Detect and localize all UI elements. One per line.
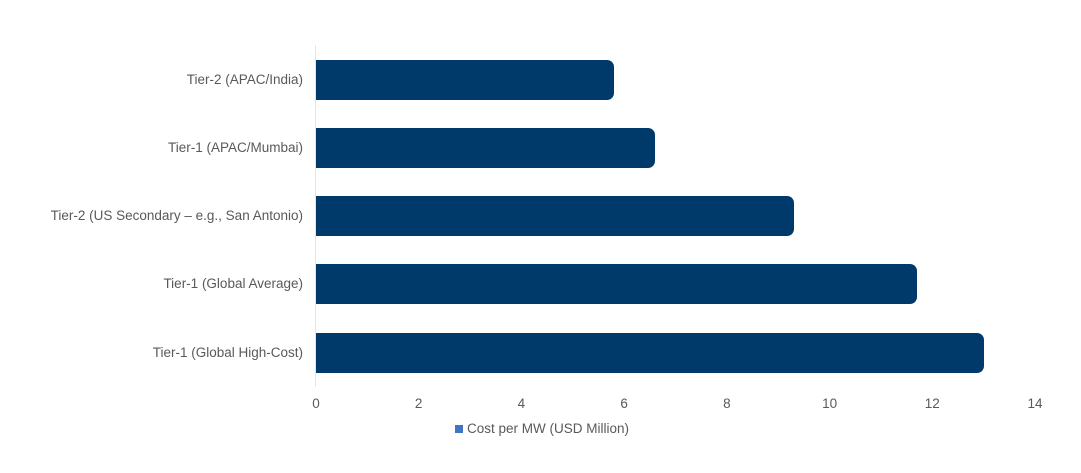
category-label: Tier-2 (APAC/India) xyxy=(186,72,303,87)
x-tick-label: 6 xyxy=(620,396,628,411)
legend: Cost per MW (USD Million) xyxy=(455,421,629,437)
x-tick-label: 10 xyxy=(822,396,838,411)
bar xyxy=(316,264,917,304)
bar xyxy=(316,128,655,168)
category-label: Tier-1 (Global Average) xyxy=(163,276,303,291)
legend-swatch xyxy=(455,425,463,433)
x-tick-label: 4 xyxy=(517,396,526,411)
category-label: Tier-1 (Global High-Cost) xyxy=(152,345,303,360)
category-label: Tier-1 (APAC/Mumbai) xyxy=(167,140,303,155)
x-tick-label: 2 xyxy=(414,396,423,411)
bar xyxy=(316,196,794,236)
y-axis-line xyxy=(315,45,316,387)
x-tick-label: 14 xyxy=(1027,396,1043,411)
bar xyxy=(316,333,984,373)
category-label: Tier-2 (US Secondary – e.g., San Antonio… xyxy=(50,208,303,223)
x-tick-label: 8 xyxy=(723,396,731,411)
x-tick-label: 12 xyxy=(924,396,940,411)
x-tick-label: 0 xyxy=(312,396,320,411)
legend-label: Cost per MW (USD Million) xyxy=(467,421,630,436)
bar xyxy=(316,60,614,100)
